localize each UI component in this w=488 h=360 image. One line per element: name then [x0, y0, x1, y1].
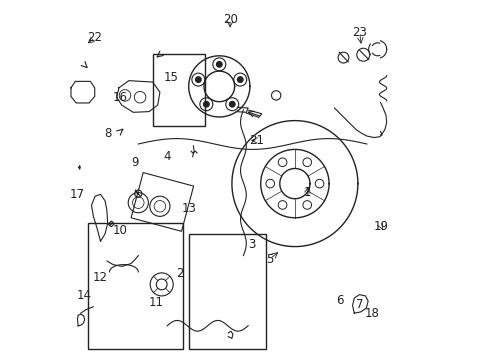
Text: 21: 21: [249, 134, 264, 147]
Text: 16: 16: [113, 91, 127, 104]
Text: 8: 8: [104, 127, 111, 140]
Text: 12: 12: [93, 271, 108, 284]
Text: 2: 2: [176, 267, 183, 280]
Text: 13: 13: [181, 202, 196, 215]
Circle shape: [203, 102, 209, 107]
Text: 19: 19: [373, 220, 388, 233]
Circle shape: [195, 77, 201, 82]
Text: 14: 14: [77, 289, 92, 302]
Circle shape: [216, 62, 222, 67]
Text: 1: 1: [303, 186, 311, 199]
Bar: [88, 223, 183, 349]
Text: 10: 10: [113, 224, 127, 237]
Text: 9: 9: [131, 156, 138, 168]
Text: 3: 3: [247, 238, 255, 251]
Bar: [131, 172, 193, 231]
Text: 11: 11: [148, 296, 163, 309]
Text: 15: 15: [163, 71, 178, 84]
Circle shape: [229, 102, 235, 107]
Circle shape: [237, 77, 243, 82]
Text: 20: 20: [222, 13, 237, 26]
Text: 6: 6: [335, 294, 343, 307]
Text: 22: 22: [87, 31, 102, 44]
Text: 18: 18: [364, 307, 379, 320]
Text: 23: 23: [351, 26, 366, 39]
Bar: [152, 54, 204, 126]
Text: 7: 7: [355, 298, 363, 311]
Text: 4: 4: [163, 150, 170, 163]
Text: 5: 5: [265, 253, 273, 266]
Bar: [188, 234, 265, 349]
Text: 17: 17: [69, 188, 84, 201]
